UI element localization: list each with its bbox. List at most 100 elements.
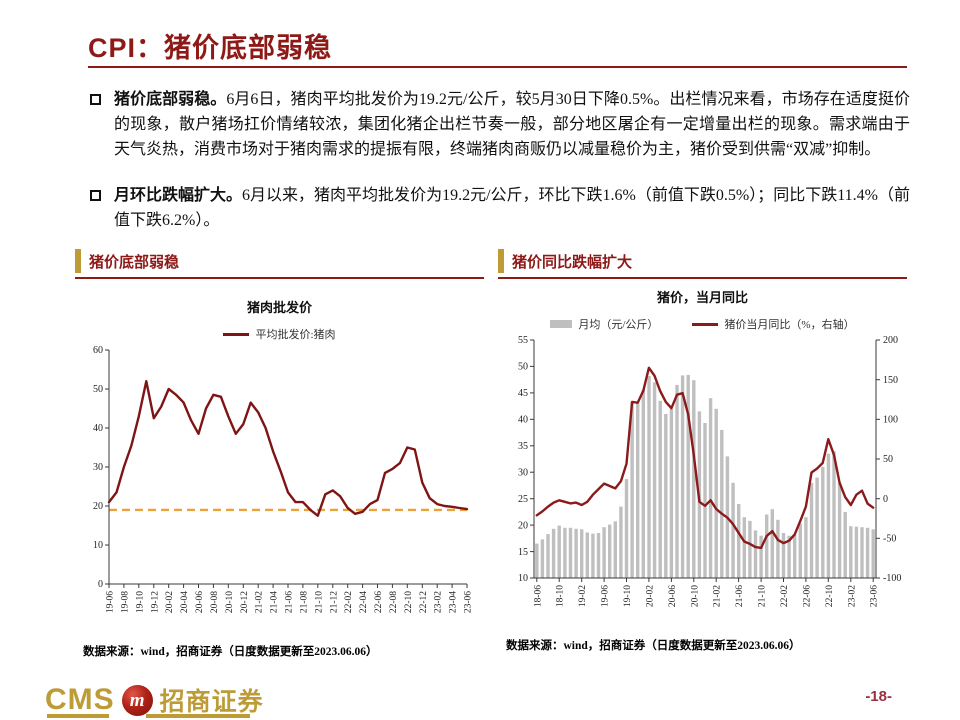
square-bullet-icon	[90, 189, 101, 201]
bullet-paragraph: 月环比跌幅扩大。6月以来，猪肉平均批发价为19.2元/公斤，环比下跌1.6%（前…	[114, 184, 910, 234]
svg-text:20-06: 20-06	[668, 585, 678, 607]
line-swatch-icon	[223, 332, 250, 336]
pork-price-chart: 0 10 20 30 40 50 60 19-06 19-08 19-10 19-12 20-02 20…	[75, 344, 484, 639]
svg-text:22-10: 22-10	[825, 585, 835, 607]
gold-accent-bar	[498, 249, 504, 273]
svg-text:22-08: 22-08	[389, 591, 399, 613]
svg-text:20-02: 20-02	[645, 585, 655, 607]
cms-logo-chinese: 招商证券	[159, 688, 264, 716]
svg-text:100: 100	[883, 415, 898, 426]
legend-item: 月均（元/公斤）	[550, 316, 658, 332]
svg-text:18-06: 18-06	[533, 585, 543, 607]
chart-title: 猪价，当月同比	[656, 290, 748, 305]
svg-text:-100: -100	[883, 573, 901, 584]
svg-text:22-02: 22-02	[344, 591, 354, 613]
legend-label: 猪价当月同比（%，右轴）	[724, 319, 855, 331]
bullet-item: 月环比跌幅扩大。6月以来，猪肉平均批发价为19.2元/公斤，环比下跌1.6%（前…	[90, 184, 910, 234]
svg-text:0: 0	[98, 579, 103, 590]
section-pork-yoy: 猪价同比跌幅扩大 猪价，当月同比 月均（元/公斤） 猪价当月同比（%，右轴） 10…	[498, 248, 907, 659]
svg-text:50: 50	[518, 362, 528, 373]
svg-text:19-10: 19-10	[135, 591, 145, 613]
svg-text:19-06: 19-06	[106, 591, 116, 613]
section-rule	[498, 277, 907, 279]
logo-underline	[47, 714, 109, 718]
svg-text:21-12: 21-12	[329, 591, 339, 613]
svg-text:21-04: 21-04	[270, 591, 280, 613]
svg-text:35: 35	[518, 441, 528, 452]
svg-text:19-12: 19-12	[150, 591, 160, 613]
bullet-list: 猪价底部弱稳。6月6日，猪肉平均批发价为19.2元/公斤，较5月30日下降0.5…	[90, 88, 910, 255]
bullet-lead: 月环比跌幅扩大。	[114, 186, 243, 204]
section-title: 猪价底部弱稳	[89, 253, 180, 271]
svg-text:25: 25	[518, 494, 528, 505]
svg-text:20: 20	[93, 501, 103, 512]
logo-underline	[146, 714, 250, 718]
svg-text:60: 60	[93, 345, 103, 356]
svg-text:30: 30	[518, 467, 528, 478]
svg-text:23-04: 23-04	[449, 591, 459, 613]
svg-text:0: 0	[883, 494, 888, 505]
svg-text:45: 45	[518, 388, 528, 399]
data-source-note: 数据来源：wind，招商证券（日度数据更新至2023.06.06）	[83, 646, 378, 658]
svg-text:21-02: 21-02	[255, 591, 265, 613]
section-rule	[75, 277, 484, 279]
svg-text:15: 15	[518, 547, 528, 558]
svg-text:19-10: 19-10	[623, 585, 633, 607]
section-title: 猪价同比跌幅扩大	[512, 253, 633, 271]
cms-logo: CMS m 招商证券	[45, 682, 264, 718]
svg-text:30: 30	[93, 462, 103, 473]
cms-logo-text: CMS	[45, 683, 115, 716]
svg-text:21-08: 21-08	[299, 591, 309, 613]
section-pork-price: 猪价底部弱稳 猪肉批发价 平均批发价:猪肉 0 10 20 30 40 50 60 19-06…	[75, 248, 484, 659]
svg-text:40: 40	[93, 423, 103, 434]
svg-text:22-06: 22-06	[374, 591, 384, 613]
page-number: -18-	[865, 688, 892, 705]
svg-text:150: 150	[883, 375, 898, 386]
section-header: 猪价同比跌幅扩大	[498, 248, 907, 274]
svg-text:21-06: 21-06	[735, 585, 745, 607]
legend-label: 平均批发价:猪肉	[255, 329, 336, 341]
svg-text:20-10: 20-10	[225, 591, 235, 613]
bullet-paragraph: 猪价底部弱稳。6月6日，猪肉平均批发价为19.2元/公斤，较5月30日下降0.5…	[114, 88, 910, 163]
svg-text:20-10: 20-10	[690, 585, 700, 607]
svg-text:19-06: 19-06	[601, 585, 611, 607]
data-source-note: 数据来源：wind，招商证券（日度数据更新至2023.06.06）	[506, 640, 801, 652]
bullet-item: 猪价底部弱稳。6月6日，猪肉平均批发价为19.2元/公斤，较5月30日下降0.5…	[90, 88, 910, 163]
svg-text:10: 10	[93, 540, 103, 551]
svg-text:200: 200	[883, 335, 898, 346]
svg-text:22-10: 22-10	[404, 591, 414, 613]
svg-text:21-06: 21-06	[285, 591, 295, 613]
section-header: 猪价底部弱稳	[75, 248, 484, 274]
legend-item: 猪价当月同比（%，右轴）	[692, 316, 855, 332]
svg-text:20-08: 20-08	[210, 591, 220, 613]
bullet-lead: 猪价底部弱稳。	[114, 91, 227, 108]
svg-text:20-04: 20-04	[180, 591, 190, 613]
svg-text:22-04: 22-04	[359, 591, 369, 613]
bar-swatch-icon	[550, 320, 573, 328]
svg-text:18-10: 18-10	[556, 585, 566, 607]
gold-accent-bar	[75, 249, 81, 273]
svg-text:50: 50	[883, 454, 893, 465]
chart-title: 猪肉批发价	[246, 300, 312, 315]
page-title: CPI：猪价底部弱稳	[88, 33, 333, 63]
svg-text:40: 40	[518, 415, 528, 426]
legend-label: 月均（元/公斤）	[578, 319, 659, 331]
bullet-body: 6月以来，猪肉平均批发价为19.2元/公斤，环比下跌1.6%（前值下跌0.5%）…	[114, 186, 910, 229]
svg-text:21-02: 21-02	[713, 585, 723, 607]
svg-text:23-06: 23-06	[870, 585, 880, 607]
bullet-body: 6月6日，猪肉平均批发价为19.2元/公斤，较5月30日下降0.5%。出栏情况来…	[114, 91, 910, 158]
svg-text:22-02: 22-02	[780, 585, 790, 607]
svg-text:10: 10	[518, 573, 528, 584]
line-swatch-icon	[692, 322, 719, 326]
legend-item: 平均批发价:猪肉	[223, 326, 336, 342]
chart-legend: 平均批发价:猪肉	[75, 326, 484, 342]
svg-text:22-06: 22-06	[802, 585, 812, 607]
svg-text:23-02: 23-02	[847, 585, 857, 607]
chart-sections: 猪价底部弱稳 猪肉批发价 平均批发价:猪肉 0 10 20 30 40 50 60 19-06…	[75, 248, 907, 659]
chart-legend: 月均（元/公斤） 猪价当月同比（%，右轴）	[498, 316, 907, 332]
title-rule	[88, 66, 907, 68]
cms-logo-badge-icon: m	[121, 684, 153, 716]
pork-yoy-chart: 10 15 20 25 30 35 40 45 50 55 -100 -50 0 50 100 150 200 1…	[498, 334, 907, 633]
svg-text:22-12: 22-12	[419, 591, 429, 613]
